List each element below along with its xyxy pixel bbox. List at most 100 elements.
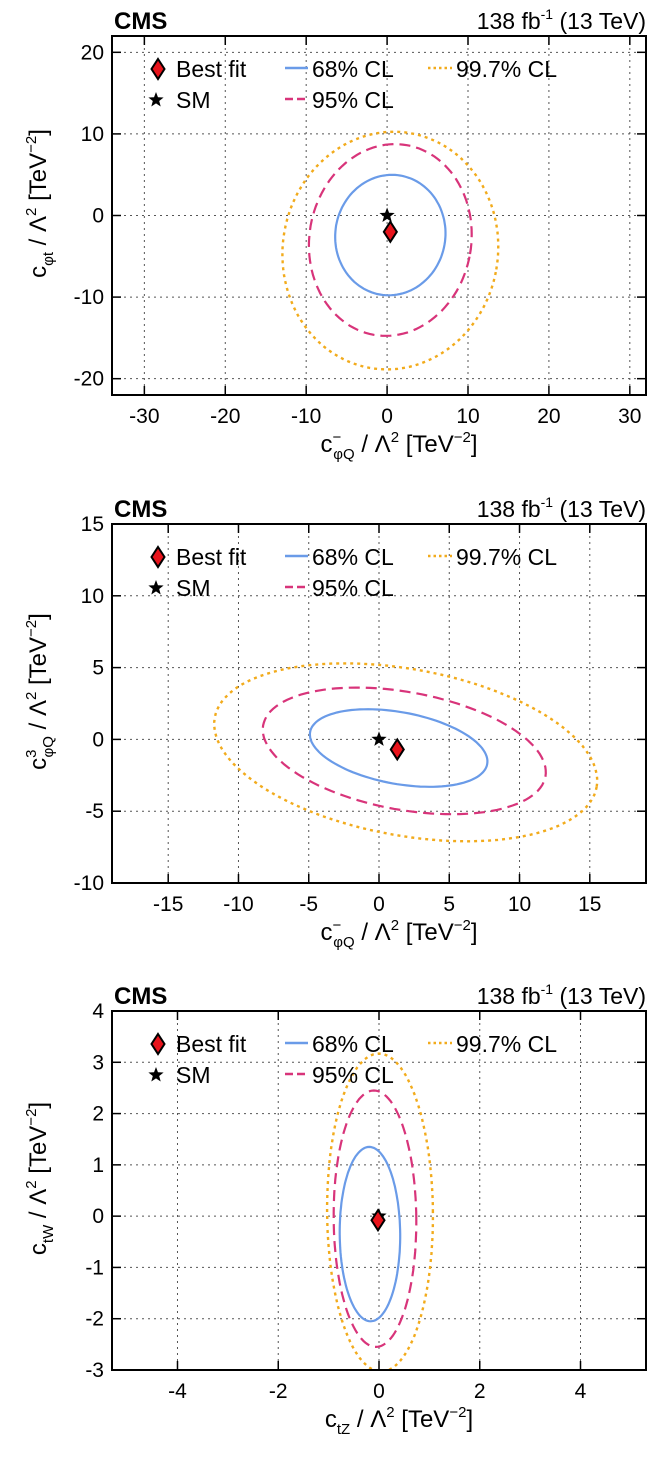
- y-tick-label: 4: [92, 1000, 104, 1023]
- x-tick-label: -20: [210, 405, 240, 428]
- legend: Best fit SM 68% CL 95% CL 99.7% CL: [148, 544, 557, 601]
- legend-cl68-label: 68% CL: [312, 56, 394, 82]
- y-tick-label: 3: [92, 1051, 104, 1074]
- ticks: -4 -2 0 2 4 -3 -2 -1 0 1 2 3 4: [85, 1000, 646, 1403]
- y-tick-label: 2: [92, 1103, 104, 1126]
- legend-sm-label: SM: [176, 87, 211, 113]
- y-tick-label: -1: [85, 1256, 104, 1279]
- x-tick-label: -5: [299, 893, 318, 916]
- y-axis-label: c3φQ / Λ2 [TeV−2]: [23, 613, 57, 770]
- y-tick-label: -3: [85, 1359, 104, 1382]
- legend-best-fit-label: Best fit: [176, 1031, 247, 1057]
- contour-cl997: [281, 130, 500, 371]
- legend-cl997-label: 99.7% CL: [456, 544, 557, 570]
- legend-cl68-label: 68% CL: [312, 544, 394, 570]
- y-tick-label: -10: [74, 286, 104, 309]
- y-tick-label: 0: [92, 205, 104, 228]
- legend: Best fit SM 68% CL 95% CL 99.7% CL: [148, 56, 557, 113]
- x-tick-label: 0: [373, 893, 385, 916]
- contour-cl95: [261, 686, 547, 816]
- legend-best-fit-label: Best fit: [176, 544, 247, 570]
- legend-best-fit-label: Best fit: [176, 56, 247, 82]
- lumi-label: 138 fb-1 (13 TeV): [477, 981, 646, 1009]
- x-tick-label: -10: [223, 893, 253, 916]
- y-tick-label: 20: [81, 41, 104, 64]
- y-tick-label: -5: [85, 800, 104, 823]
- ticks: -30 -20 -10 0 10 20 30 -20 -10 0 10 20: [74, 36, 646, 428]
- contour-cl68: [338, 1145, 402, 1323]
- legend-best-fit-icon: [150, 57, 166, 81]
- x-tick-label: 5: [443, 893, 455, 916]
- legend-sm-icon: [148, 1067, 164, 1082]
- cms-label: CMS: [114, 496, 167, 523]
- y-tick-label: 15: [81, 513, 104, 536]
- y-tick-label: 5: [92, 657, 104, 680]
- legend-best-fit-icon: [150, 545, 166, 569]
- y-tick-label: -20: [74, 368, 104, 391]
- contours: [212, 662, 599, 843]
- x-tick-label: -10: [291, 405, 321, 428]
- y-tick-label: 10: [81, 585, 104, 608]
- legend-best-fit-icon: [150, 1032, 166, 1056]
- legend-sm-icon: [148, 580, 164, 595]
- grid: [112, 524, 646, 883]
- x-tick-label: -2: [269, 1380, 288, 1403]
- x-tick-label: 30: [618, 405, 641, 428]
- x-tick-label: 0: [373, 1380, 385, 1403]
- x-tick-label: 4: [575, 1380, 587, 1403]
- y-tick-label: 0: [92, 1205, 104, 1228]
- y-tick-label: 0: [92, 728, 104, 751]
- legend-cl95-label: 95% CL: [312, 575, 394, 601]
- y-tick-label: 1: [92, 1154, 104, 1177]
- x-tick-label: -15: [153, 893, 183, 916]
- y-tick-label: 10: [81, 123, 104, 146]
- grid: [112, 36, 646, 395]
- contour-cl997: [325, 1052, 435, 1370]
- contour-cl95: [307, 142, 473, 337]
- best-fit-point: [370, 1208, 386, 1233]
- ticks: -15 -10 -5 0 5 10 15 -10 -5 0 5 10 15: [74, 513, 646, 916]
- x-tick-label: 2: [474, 1380, 486, 1403]
- x-axis-label: ctZ / Λ2 [TeV−2]: [325, 1404, 473, 1438]
- sm-point: [379, 207, 395, 222]
- lumi-label: 138 fb-1 (13 TeV): [477, 6, 646, 34]
- x-axis-label: c− φQ / Λ2 [TeV−2]: [320, 917, 477, 951]
- y-axis-label: cφt / Λ2 [TeV−2]: [23, 129, 57, 278]
- chart-panel-3: CMS 138 fb-1 (13 TeV) -4 -2 0 2 4 -3 -2 -1 0 1 2 3 4 ct…: [23, 981, 647, 1438]
- x-tick-label: 20: [537, 405, 560, 428]
- x-tick-label: 15: [578, 893, 601, 916]
- legend-cl68-label: 68% CL: [312, 1031, 394, 1057]
- x-axis-label: c− φQ / Λ2 [TeV−2]: [320, 429, 477, 463]
- y-tick-label: -2: [85, 1308, 104, 1331]
- legend-cl997-label: 99.7% CL: [456, 1031, 557, 1057]
- sm-point: [371, 731, 387, 746]
- x-tick-label: -30: [129, 405, 159, 428]
- best-fit-point: [382, 219, 399, 244]
- x-tick-label: 0: [381, 405, 393, 428]
- contour-cl68: [334, 173, 447, 297]
- chart-panel-1: CMS 138 fb-1 (13 TeV)-30 -20 -10 0 10 20 30-20-…: [23, 6, 647, 463]
- legend-sm-label: SM: [176, 575, 211, 601]
- contour-cl68: [308, 708, 489, 788]
- cms-label: CMS: [114, 8, 167, 35]
- lumi-label: 138 fb-1 (13 TeV): [477, 494, 646, 522]
- legend-cl997-label: 99.7% CL: [456, 56, 557, 82]
- cms-label: CMS: [114, 983, 167, 1010]
- legend-cl95-label: 95% CL: [312, 1062, 394, 1088]
- legend-sm-label: SM: [176, 1062, 211, 1088]
- contour-cl997: [212, 662, 599, 843]
- chart-panel-2: CMS 138 fb-1 (13 TeV) -15 -10 -5 0 5 10 15 -10 -5 0…: [23, 494, 647, 951]
- best-fit-point: [389, 737, 405, 762]
- contours: [281, 130, 500, 371]
- contours: [325, 1052, 435, 1370]
- legend-sm-icon: [148, 92, 164, 107]
- y-axis-label: ctW / Λ2 [TeV−2]: [23, 1102, 57, 1255]
- legend: Best fit SM 68% CL 95% CL 99.7% CL: [148, 1031, 557, 1088]
- legend-cl95-label: 95% CL: [312, 87, 394, 113]
- x-tick-label: -4: [168, 1380, 187, 1403]
- x-tick-label: 10: [508, 893, 531, 916]
- y-tick-label: -10: [74, 872, 104, 895]
- x-tick-label: 10: [456, 405, 479, 428]
- grid: [112, 1011, 646, 1370]
